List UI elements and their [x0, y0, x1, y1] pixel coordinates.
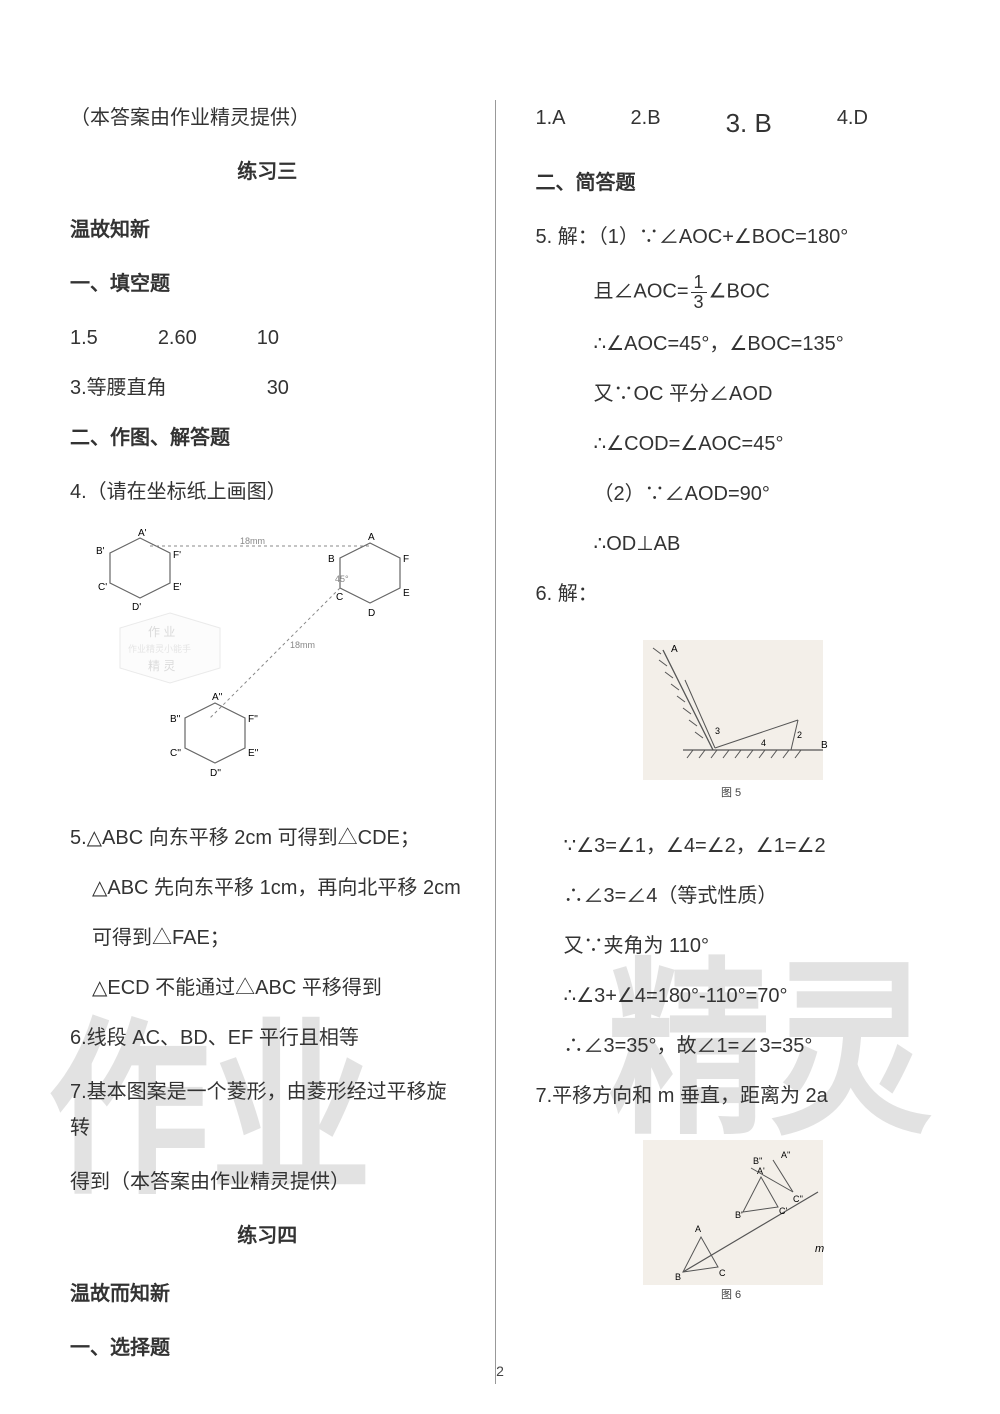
q5r-l2: 且∠AOC=13∠BOC [594, 273, 931, 312]
svg-text:18mm: 18mm [240, 536, 265, 546]
short-answer-heading: 二、简答题 [536, 165, 931, 201]
q5r-l2b: ∠BOC [709, 280, 770, 302]
svg-text:m: m [815, 1243, 824, 1255]
q5r-solution: 且∠AOC=13∠BOC ∴∠AOC=45°，∠BOC=135° 又∵OC 平分… [594, 273, 931, 562]
fill-row-1: 1.5 2.60 10 [70, 320, 465, 356]
svg-text:2: 2 [797, 730, 802, 740]
mc-answers: 1.A 2.B 3. B 4.D [536, 100, 931, 147]
q6r-l5: ∴∠3=35°，故∠1=∠3=35° [564, 1028, 931, 1064]
q5-block: 5.△ABC 向东平移 2cm 可得到△CDE； △ABC 先向东平移 1cm，… [70, 820, 465, 1006]
svg-text:E': E' [173, 582, 182, 593]
mc-4: 4.D [837, 100, 868, 147]
q6r-solution: ∵∠3=∠1，∠4=∠2，∠1=∠2 ∴∠3=∠4（等式性质） 又∵夹角为 11… [564, 828, 931, 1064]
svg-text:F: F [403, 554, 409, 565]
q6-figure: A B 3 4 2 图 5 [536, 630, 931, 812]
fill-row-2: 3.等腰直角 30 [70, 370, 465, 406]
svg-text:作业精灵小能手: 作业精灵小能手 [128, 643, 191, 654]
section-wengu: 温故知新 [70, 212, 465, 248]
svg-text:45°: 45° [335, 574, 349, 584]
svg-text:作 业: 作 业 [148, 625, 175, 639]
svg-text:A: A [695, 1224, 701, 1234]
svg-text:C'': C'' [170, 748, 181, 759]
fraction-icon: 13 [691, 273, 707, 312]
q7-l1: 7.基本图案是一个菱形，由菱形经过平移旋转 [70, 1074, 465, 1146]
svg-text:B': B' [735, 1210, 743, 1220]
svg-text:C': C' [779, 1206, 787, 1216]
q5r-l2a: 且∠AOC= [594, 280, 689, 302]
q6r-l1: ∵∠3=∠1，∠4=∠2，∠1=∠2 [564, 828, 931, 864]
section-wengu-2: 温故而知新 [70, 1276, 465, 1312]
practice-4-title: 练习四 [70, 1218, 465, 1254]
q5r-l3: ∴∠AOC=45°，∠BOC=135° [594, 326, 931, 362]
svg-text:F'': F'' [248, 714, 258, 725]
q5-l4: △ECD 不能通过△ABC 平移得到 [70, 970, 465, 1006]
svg-text:E: E [403, 588, 410, 599]
svg-text:B': B' [96, 546, 105, 557]
svg-text:D': D' [132, 602, 141, 613]
svg-text:A: A [671, 644, 678, 655]
mc-2: 2.B [631, 100, 661, 147]
q6r-head: 6. 解： [536, 576, 931, 612]
q4-figure: A' B' C' D' E' F' A B C D E F 18mm 18mm [90, 528, 465, 800]
left-column: （本答案由作业精灵提供） 练习三 温故知新 一、填空题 1.5 2.60 10 … [70, 100, 475, 1384]
fill-1-3: 10 [257, 320, 279, 356]
mc-heading: 一、选择题 [70, 1330, 465, 1366]
svg-text:A: A [368, 532, 375, 543]
svg-text:精 灵: 精 灵 [148, 659, 175, 673]
svg-text:A'': A'' [212, 692, 223, 703]
fill-2-2: 30 [267, 370, 289, 406]
svg-text:B: B [675, 1272, 681, 1282]
svg-text:图 6: 图 6 [721, 1288, 741, 1301]
q7r-figure: m B C A A' B' C' A'' B'' C'' 图 6 [536, 1132, 931, 1314]
svg-text:C': C' [98, 582, 107, 593]
q6r-l3: 又∵夹角为 110° [564, 928, 931, 964]
fill-1-2: 2.60 [158, 320, 197, 356]
q6-text: 6.线段 AC、BD、EF 平行且相等 [70, 1020, 465, 1056]
svg-text:E'': E'' [248, 748, 259, 759]
q4-text: 4.（请在坐标纸上画图） [70, 474, 465, 510]
q6r-l4: ∴∠3+∠4=180°-110°=70° [564, 978, 931, 1014]
practice-3-title: 练习三 [70, 154, 465, 190]
svg-text:4: 4 [761, 738, 766, 748]
fill-2-1: 3.等腰直角 [70, 370, 167, 406]
svg-text:B'': B'' [170, 714, 181, 725]
q5r-l7: ∴OD⊥AB [594, 526, 931, 562]
q5-l3: 可得到△FAE； [70, 920, 465, 956]
answer-source-note: （本答案由作业精灵提供） [70, 100, 465, 136]
q5-l2: △ABC 先向东平移 1cm，再向北平移 2cm [70, 870, 465, 906]
svg-text:A'': A'' [781, 1150, 791, 1160]
mc-1: 1.A [536, 100, 566, 147]
fill-blank-heading: 一、填空题 [70, 266, 465, 302]
q5r-l4: 又∵OC 平分∠AOD [594, 376, 931, 412]
svg-text:C: C [719, 1268, 726, 1278]
q7r-text: 7.平移方向和 m 垂直，距离为 2a [536, 1078, 931, 1114]
fill-1-1: 1.5 [70, 320, 98, 356]
column-divider [495, 100, 496, 1384]
q5r-l5: ∴∠COD=∠AOC=45° [594, 426, 931, 462]
q6r-l2: ∴∠3=∠4（等式性质） [564, 878, 931, 914]
svg-text:3: 3 [715, 726, 720, 736]
svg-text:F': F' [173, 550, 181, 561]
svg-text:D'': D'' [210, 768, 221, 779]
right-column: 1.A 2.B 3. B 4.D 二、简答题 5. 解：（1）∵∠AOC+∠BO… [516, 100, 931, 1384]
q7-l2: 得到（本答案由作业精灵提供） [70, 1164, 465, 1200]
svg-text:图 5: 图 5 [721, 786, 741, 799]
svg-text:B: B [821, 740, 828, 751]
svg-text:A': A' [138, 528, 147, 539]
q5r-head: 5. 解：（1）∵∠AOC+∠BOC=180° [536, 219, 931, 255]
draw-answer-heading: 二、作图、解答题 [70, 420, 465, 456]
svg-text:C: C [336, 592, 343, 603]
svg-text:18mm: 18mm [290, 640, 315, 650]
svg-text:A': A' [757, 1166, 765, 1176]
svg-text:D: D [368, 608, 375, 619]
svg-text:B: B [328, 554, 335, 565]
q5r-l6: （2）∵∠AOD=90° [594, 476, 931, 512]
q5-l1: 5.△ABC 向东平移 2cm 可得到△CDE； [70, 820, 465, 856]
mc-3: 3. B [726, 100, 772, 147]
svg-text:C'': C'' [793, 1194, 803, 1204]
svg-text:B'': B'' [753, 1156, 763, 1166]
